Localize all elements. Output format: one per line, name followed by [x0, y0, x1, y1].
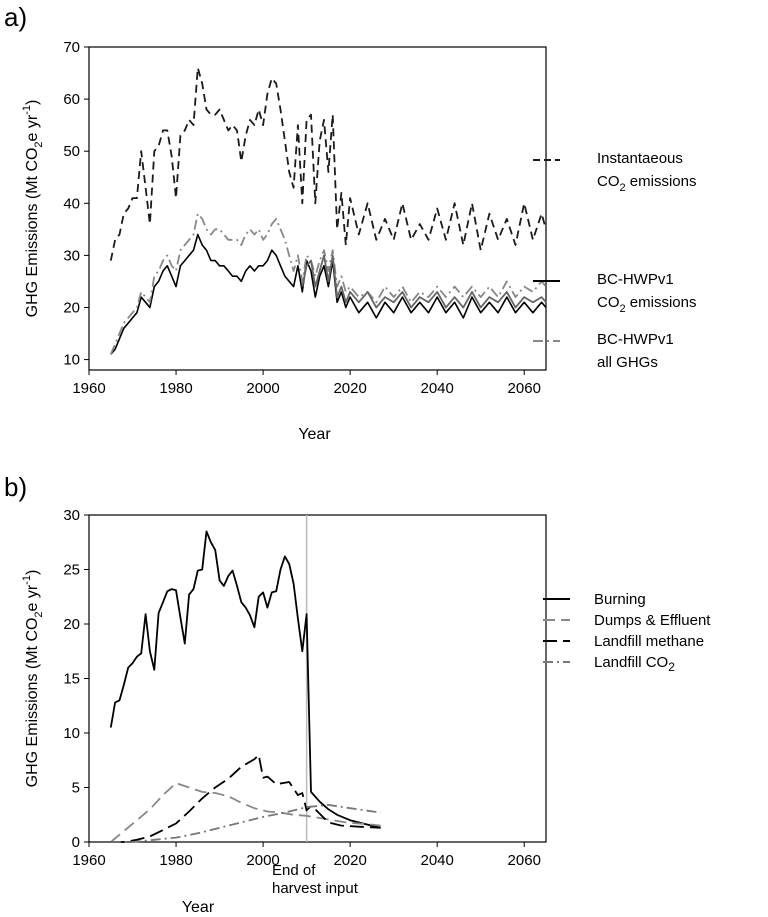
- y-tick-label: 20: [63, 616, 80, 633]
- y-tick-label: 10: [63, 725, 80, 742]
- series-line-dumps-effluent: [110, 782, 381, 843]
- y-tick-label: 60: [63, 91, 80, 108]
- y-tick-label: 10: [63, 352, 80, 369]
- panel-b: b) 0 5 10 15 20 25 30 1960 1980 2000 2020 2040 2060 Ye…: [4, 472, 711, 916]
- reference-label-line2: harvest input: [272, 880, 359, 897]
- y-tick-label: 15: [63, 671, 80, 688]
- x-tick-label: 1980: [159, 380, 192, 397]
- series-line-burning: [109, 530, 381, 829]
- x-tick-label: 1960: [72, 852, 105, 869]
- y-tick-label: 25: [63, 562, 80, 579]
- y-tick-label: 30: [63, 247, 80, 264]
- y-tick-label: 70: [63, 39, 80, 56]
- legend-entry: Burning: [543, 591, 646, 608]
- reference-label-line1: End of: [272, 862, 316, 879]
- series-line-landfill-co2: [110, 804, 381, 843]
- y-axis-title: GHG Emissions (Mt CO2e yr-1): [21, 100, 45, 318]
- panel-letter: a): [4, 2, 27, 32]
- legend-entry: BC-HWPv1 CO2 emissions: [533, 271, 696, 315]
- plot-frame: [88, 514, 547, 843]
- y-tick-label: 30: [63, 507, 80, 524]
- legend-entry: Landfill methane: [543, 633, 704, 650]
- y-tick-label: 0: [72, 834, 80, 851]
- legend-label: Burning: [594, 591, 646, 608]
- x-tick-label: 2040: [421, 380, 454, 397]
- legend-label-line1: Instantaeous: [597, 150, 683, 167]
- x-tick-label: 2040: [421, 852, 454, 869]
- panel-letter: b): [4, 472, 27, 502]
- legend-entry: Instantaeous CO2 emissions: [533, 150, 696, 194]
- legend-label-line2: CO2 emissions: [597, 294, 696, 315]
- legend-label-line1: BC-HWPv1: [597, 271, 674, 288]
- legend-label: Dumps & Effluent: [594, 612, 711, 629]
- series-line-landfill-methane: [110, 753, 381, 843]
- x-tick-label: 2000: [246, 380, 279, 397]
- y-tick-label: 5: [72, 780, 80, 797]
- series-line-bc-hwpv1-all-ghgs: [109, 212, 547, 355]
- x-tick-label: 2000: [246, 852, 279, 869]
- y-tick-label: 40: [63, 195, 80, 212]
- plot-frame: [88, 46, 547, 371]
- legend-label: Landfill methane: [594, 633, 704, 650]
- series-line-extra-3: [301, 254, 547, 309]
- y-tick-label: 20: [63, 299, 80, 316]
- x-axis-title: Year: [182, 899, 215, 916]
- legend-label-line1: BC-HWPv1: [597, 331, 674, 348]
- x-tick-label: 2020: [333, 852, 366, 869]
- legend-label: Landfill CO2: [594, 654, 675, 674]
- x-axis-title: Year: [298, 426, 331, 443]
- x-tick-label: 2060: [508, 852, 541, 869]
- legend-entry: BC-HWPv1 all GHGs: [533, 331, 674, 371]
- legend-label-line2: CO2 emissions: [597, 173, 696, 194]
- y-tick-label: 50: [63, 143, 80, 160]
- x-tick-label: 2060: [508, 380, 541, 397]
- series-line-bc-hwpv1-co2-emissions: [110, 233, 547, 355]
- legend-entry: Landfill CO2: [543, 654, 675, 674]
- x-tick-label: 2020: [333, 380, 366, 397]
- series-line-instantaeous-co2-emissions: [109, 66, 547, 261]
- x-tick-label: 1960: [72, 380, 105, 397]
- x-tick-label: 1980: [159, 852, 192, 869]
- panel-a: a) 10 20 30 40 50 60 70 1960 1980 2000 2020 2040 2060…: [4, 2, 696, 443]
- legend-label-line2: all GHGs: [597, 354, 658, 371]
- y-axis-title: GHG Emissions (Mt CO2e yr-1): [21, 570, 45, 788]
- legend-entry: Dumps & Effluent: [543, 612, 711, 629]
